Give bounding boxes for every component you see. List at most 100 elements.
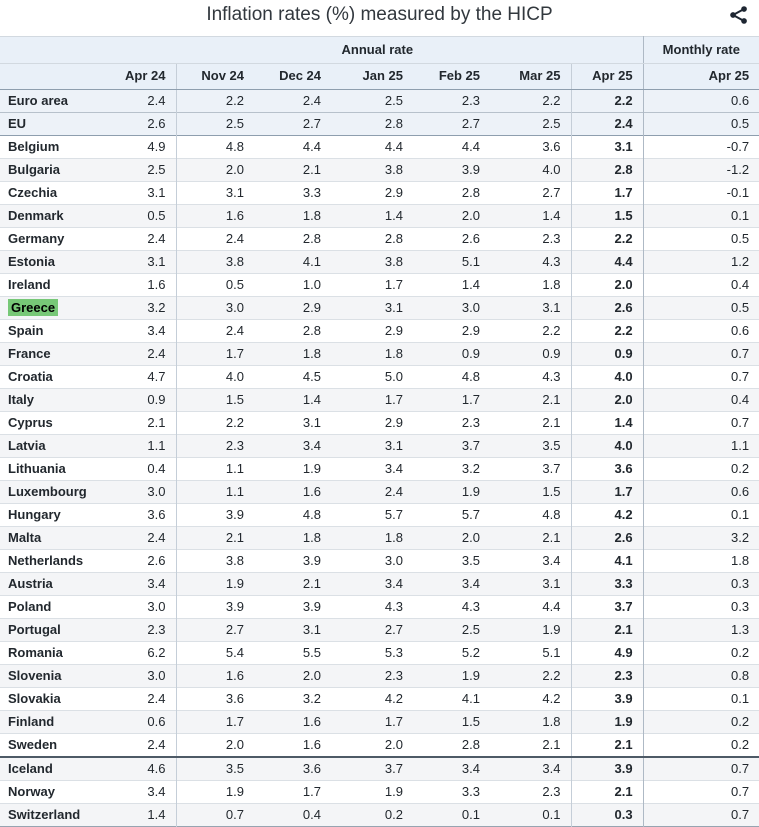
share-button[interactable] xyxy=(728,4,750,26)
annual-value-cell: 5.3 xyxy=(384,645,403,660)
annual-value-cell: 2.7 xyxy=(384,622,403,637)
annual-value-cell: 1.7 xyxy=(571,480,644,504)
annual-value-cell: 3.4 xyxy=(112,572,177,596)
page-title: Inflation rates (%) measured by the HICP xyxy=(206,4,553,25)
annual-value-cell: 1.8 xyxy=(302,530,321,545)
annual-value-cell: 1.5 xyxy=(490,480,572,504)
monthly-value-cell: 0.3 xyxy=(731,599,750,614)
annual-value-cell: 4.0 xyxy=(571,365,644,389)
col-header-apr24: Apr 24 xyxy=(112,63,177,90)
annual-value-cell: 3.1 xyxy=(302,622,321,637)
annual-value-cell: 1.8 xyxy=(490,710,572,734)
country-cell: Euro area xyxy=(8,93,68,108)
table-row: Ireland 1.6 0.5 1.0 1.7 1.4 1.8 2.0 0.4 xyxy=(0,273,759,297)
annual-value-cell: 2.8 xyxy=(571,158,644,182)
annual-value-cell: 1.4 xyxy=(461,277,480,292)
annual-value-cell: 2.5 xyxy=(225,116,244,131)
annual-value-cell: 1.7 xyxy=(384,714,403,729)
annual-value-cell: 0.5 xyxy=(112,204,177,228)
annual-value-cell: 2.3 xyxy=(461,93,480,108)
annual-value-cell: 2.4 xyxy=(302,93,321,108)
annual-value-cell: 4.9 xyxy=(571,641,644,665)
annual-value-cell: 2.1 xyxy=(302,162,321,177)
annual-value-cell: 1.5 xyxy=(571,204,644,228)
monthly-value-cell: 0.2 xyxy=(731,737,750,752)
annual-value-cell: 2.6 xyxy=(571,296,644,320)
annual-value-cell: 5.7 xyxy=(461,507,480,522)
annual-value-cell: 3.7 xyxy=(461,438,480,453)
annual-value-cell: 4.4 xyxy=(461,139,480,154)
annual-value-cell: 3.8 xyxy=(225,254,244,269)
country-cell: Netherlands xyxy=(8,553,84,568)
annual-value-cell: 2.3 xyxy=(384,668,403,683)
annual-value-cell: 1.4 xyxy=(571,411,644,435)
annual-value-cell: 3.4 xyxy=(302,438,321,453)
annual-value-cell: 3.4 xyxy=(384,576,403,591)
annual-value-cell: 3.2 xyxy=(461,461,480,476)
annual-value-cell: 1.6 xyxy=(112,273,177,297)
annual-value-cell: 0.9 xyxy=(461,346,480,361)
monthly-value-cell: 0.2 xyxy=(731,714,750,729)
monthly-value-cell: 0.7 xyxy=(731,784,750,799)
col-header-nov24: Nov 24 xyxy=(176,63,254,90)
country-cell: Belgium xyxy=(8,139,60,154)
annual-value-cell: 3.3 xyxy=(302,185,321,200)
monthly-value-cell: 3.2 xyxy=(731,530,750,545)
annual-value-cell: 3.8 xyxy=(384,254,403,269)
annual-value-cell: 2.8 xyxy=(461,185,480,200)
annual-value-cell: 2.8 xyxy=(302,323,321,338)
annual-value-cell: 1.9 xyxy=(225,784,244,799)
country-cell: Germany xyxy=(8,231,65,246)
annual-value-cell: 2.4 xyxy=(112,89,177,113)
country-cell: Luxembourg xyxy=(8,484,87,499)
annual-value-cell: 2.3 xyxy=(461,415,480,430)
annual-value-cell: 3.0 xyxy=(461,300,480,315)
annual-value-cell: 2.9 xyxy=(302,300,321,315)
country-cell: Slovakia xyxy=(8,691,61,706)
annual-value-cell: 4.0 xyxy=(571,434,644,458)
annual-value-cell: 3.8 xyxy=(225,553,244,568)
table-row: Cyprus 2.1 2.2 3.1 2.9 2.3 2.1 1.4 0.7 xyxy=(0,411,759,435)
table-row: Slovakia 2.4 3.6 3.2 4.2 4.1 4.2 3.9 0.1 xyxy=(0,687,759,711)
annual-value-cell: 2.5 xyxy=(461,622,480,637)
annual-value-cell: 0.1 xyxy=(490,803,572,827)
annual-value-cell: 1.9 xyxy=(302,461,321,476)
annual-value-cell: 2.3 xyxy=(490,780,572,804)
annual-value-cell: 5.2 xyxy=(461,645,480,660)
annual-value-cell: 4.1 xyxy=(571,549,644,573)
annual-value-cell: 1.6 xyxy=(225,208,244,223)
country-cell: Spain xyxy=(8,323,44,338)
annual-value-cell: 3.2 xyxy=(112,296,177,320)
annual-value-cell: 3.9 xyxy=(461,162,480,177)
annual-value-cell: 0.9 xyxy=(490,342,572,366)
country-cell: Lithuania xyxy=(8,461,66,476)
annual-value-cell: 4.4 xyxy=(384,139,403,154)
annual-value-cell: 1.5 xyxy=(225,392,244,407)
annual-value-cell: 2.5 xyxy=(112,158,177,182)
annual-value-cell: 3.2 xyxy=(302,691,321,706)
annual-value-cell: 2.2 xyxy=(571,319,644,343)
table-row: Belgium 4.9 4.8 4.4 4.4 4.4 3.6 3.1 -0.7 xyxy=(0,135,759,159)
annual-value-cell: 3.4 xyxy=(112,780,177,804)
annual-value-cell: 3.7 xyxy=(571,595,644,619)
monthly-value-cell: 0.1 xyxy=(731,208,750,223)
annual-value-cell: 4.8 xyxy=(302,507,321,522)
annual-value-cell: 3.9 xyxy=(571,757,644,781)
annual-value-cell: 2.1 xyxy=(490,388,572,412)
annual-value-cell: 3.6 xyxy=(112,503,177,527)
annual-value-cell: 2.4 xyxy=(384,484,403,499)
annual-value-cell: 2.1 xyxy=(225,530,244,545)
annual-value-cell: 4.9 xyxy=(112,135,177,159)
annual-value-cell: 3.4 xyxy=(490,757,572,781)
annual-value-cell: 4.6 xyxy=(112,757,177,781)
annual-value-cell: 2.6 xyxy=(112,549,177,573)
annual-value-cell: 3.7 xyxy=(490,457,572,481)
annual-value-cell: 3.1 xyxy=(112,181,177,205)
annual-value-cell: 1.4 xyxy=(112,803,177,827)
annual-value-cell: 3.3 xyxy=(461,784,480,799)
country-cell: Norway xyxy=(8,784,55,799)
country-cell: Italy xyxy=(8,392,35,407)
table-row: Bulgaria 2.5 2.0 2.1 3.8 3.9 4.0 2.8 -1.2 xyxy=(0,158,759,182)
annual-value-cell: 1.8 xyxy=(384,346,403,361)
annual-value-cell: 1.6 xyxy=(302,484,321,499)
